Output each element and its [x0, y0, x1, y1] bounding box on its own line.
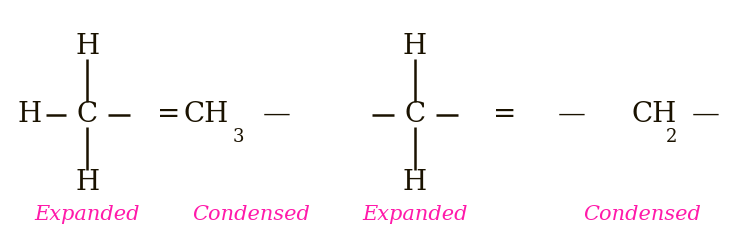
- Text: 3: 3: [233, 128, 244, 146]
- Text: Expanded: Expanded: [34, 204, 140, 224]
- Text: H: H: [75, 33, 99, 60]
- Text: =: =: [157, 101, 181, 128]
- Text: —: —: [557, 101, 586, 128]
- Text: CH: CH: [631, 101, 676, 128]
- Text: CH: CH: [183, 101, 229, 128]
- Text: —: —: [263, 101, 291, 128]
- Text: Condensed: Condensed: [583, 204, 701, 224]
- Text: H: H: [403, 169, 427, 196]
- Text: —: —: [692, 101, 720, 128]
- Text: C: C: [76, 101, 98, 128]
- Text: =: =: [493, 101, 516, 128]
- Text: H: H: [403, 33, 427, 60]
- Text: 2: 2: [666, 128, 678, 146]
- Text: H: H: [75, 169, 99, 196]
- Text: Expanded: Expanded: [362, 204, 468, 224]
- Text: C: C: [405, 101, 426, 128]
- Text: Condensed: Condensed: [192, 204, 310, 224]
- Text: H: H: [18, 101, 42, 128]
